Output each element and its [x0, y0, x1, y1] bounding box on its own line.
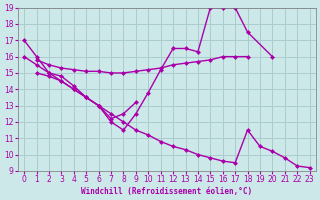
X-axis label: Windchill (Refroidissement éolien,°C): Windchill (Refroidissement éolien,°C) — [81, 187, 252, 196]
